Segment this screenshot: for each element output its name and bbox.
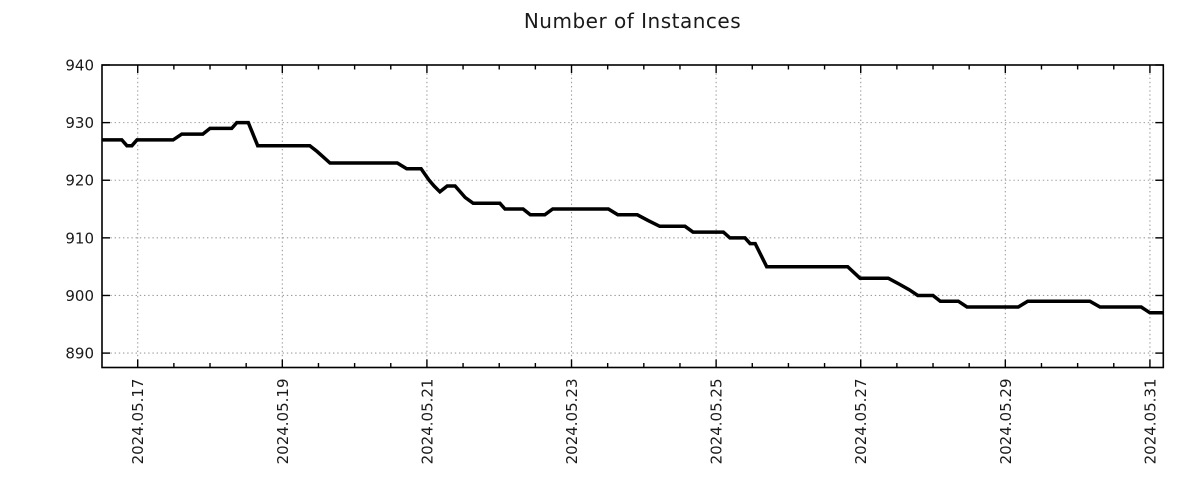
- y-tick-label: 890: [65, 345, 94, 363]
- chart-title: Number of Instances: [523, 9, 742, 33]
- y-tick-label: 940: [65, 57, 94, 75]
- x-tick-label: 2024.05.31: [1141, 379, 1159, 465]
- x-tick-label: 2024.05.19: [274, 379, 292, 465]
- plot-frame: [101, 64, 1165, 369]
- x-tick-label: 2024.05.25: [708, 379, 726, 465]
- series-line: [102, 120, 1164, 315]
- x-tick-label: 2024.05.27: [852, 379, 870, 465]
- x-tick-label: 2024.05.23: [563, 379, 581, 465]
- y-tick-label: 930: [65, 114, 94, 132]
- y-tick-label: 920: [65, 172, 94, 190]
- x-tick-label: 2024.05.29: [997, 379, 1015, 465]
- x-tick-label: 2024.05.21: [418, 378, 436, 464]
- y-tick-label: 900: [65, 287, 94, 305]
- x-tick-label: 2024.05.17: [129, 379, 147, 465]
- y-tick-label: 910: [65, 229, 94, 247]
